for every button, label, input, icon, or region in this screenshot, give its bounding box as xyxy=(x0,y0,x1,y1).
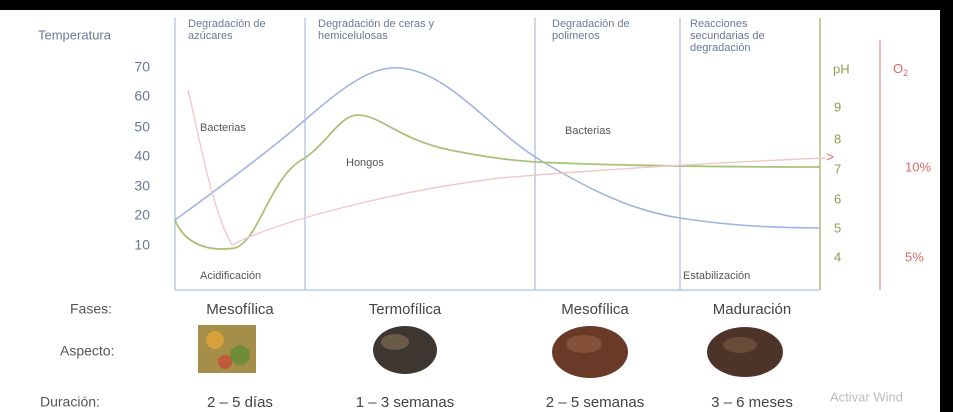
annotation: Bacterias xyxy=(200,122,246,134)
arrow: > xyxy=(826,149,834,165)
tick-label: 40 xyxy=(134,148,150,164)
tick-label: 5 xyxy=(834,220,841,235)
ph-title: pH xyxy=(833,61,850,76)
phase: Termofílica xyxy=(369,301,442,318)
annotation: Bacterias xyxy=(565,125,611,137)
tick-label: 10% xyxy=(905,159,931,174)
tick-label: 60 xyxy=(134,88,150,104)
phase: Mesofílica xyxy=(206,301,274,318)
tick-label: 5% xyxy=(905,249,924,264)
row-label: Aspecto: xyxy=(60,343,114,359)
annotation: Acidificación xyxy=(200,270,261,282)
tick-label: 20 xyxy=(134,207,150,223)
watermark: Activar Wind xyxy=(830,389,903,404)
duration: 2 – 5 días xyxy=(207,394,273,411)
tick-label: 10 xyxy=(134,237,150,253)
tick-label: 50 xyxy=(134,119,150,135)
tick-label: 4 xyxy=(834,249,841,264)
temperature-title: Temperatura xyxy=(38,27,112,42)
annotation: Estabilización xyxy=(683,270,750,282)
tick-label: 30 xyxy=(134,178,150,194)
oxygen-subscript: 2 xyxy=(903,68,908,78)
tick-label: 70 xyxy=(134,59,150,75)
tick-label: 6 xyxy=(834,191,841,206)
duration: 1 – 3 semanas xyxy=(356,394,454,411)
duration: 2 – 5 semanas xyxy=(546,394,644,411)
row-label: Fases: xyxy=(70,301,112,317)
oxygen-title-text: O xyxy=(893,61,903,76)
phase: Maduración xyxy=(713,301,791,318)
tick-label: 9 xyxy=(834,99,841,114)
diagram: Temperatura 70 60 50 40 30 20 10 9 8 7 6 5 4 10% 5% pH… xyxy=(0,0,953,412)
annotation: Hongos xyxy=(346,157,384,169)
phase: Mesofílica xyxy=(561,301,629,318)
tick-label: 8 xyxy=(834,131,841,146)
duration: 3 – 6 meses xyxy=(711,394,793,411)
row-label: Duración: xyxy=(40,394,100,410)
tick-label: 7 xyxy=(834,161,841,176)
